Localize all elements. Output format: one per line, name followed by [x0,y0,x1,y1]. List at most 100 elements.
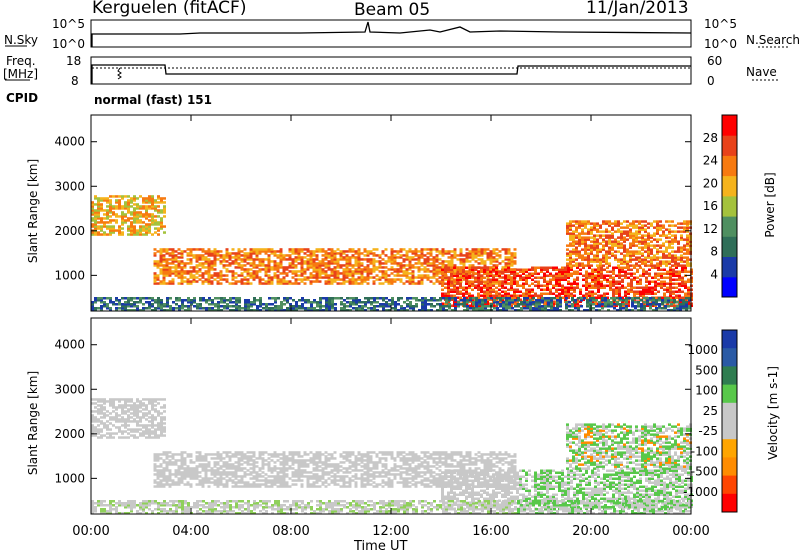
power-cell [569,220,572,223]
power-cell [118,227,121,230]
power-cell [91,205,94,208]
power-cell [659,244,662,247]
power-cell [489,270,492,273]
power-cell [566,258,569,261]
power-cell [432,258,436,261]
velocity-cell [159,471,163,474]
power-cell [674,256,677,259]
velocity-cell [198,479,202,482]
power-cell [635,236,638,239]
power-cell [593,228,596,231]
power-cell [453,284,456,287]
power-cell [471,282,474,285]
power-cell [569,244,572,247]
power-cell [312,268,316,271]
power-cell [423,248,427,251]
power-cell [399,274,403,277]
velocity-cell [157,434,160,437]
power-cell [634,307,637,310]
power-cell [450,282,454,285]
power-cell [507,250,511,253]
power-cell [106,213,109,216]
velocity-cell [127,408,130,411]
velocity-cell [145,426,148,429]
power-cell [130,233,133,236]
power-cell [456,282,459,285]
velocity-cell [201,479,205,482]
power-cell [465,290,468,293]
power-cell [109,297,112,300]
power-cell [519,284,522,287]
power-cell [670,303,673,306]
power-cell [300,248,304,251]
power-cell [121,223,124,226]
power-cell [333,280,337,283]
power-cell [508,307,511,310]
power-cell [566,228,569,231]
power-cell [600,268,603,271]
power-cell [366,250,370,253]
power-cell [495,304,498,307]
power-cell [656,262,659,265]
power-cell [303,270,307,273]
power-cell [502,309,505,312]
power-cell [237,264,241,267]
power-cell [406,309,409,312]
power-cell [687,292,690,295]
power-cell [327,280,331,283]
power-cell [291,264,295,267]
power-cell [617,240,620,243]
power-cell [291,250,295,253]
power-cell [611,222,614,225]
power-cell [351,280,355,283]
power-cell [414,266,418,269]
power-cell [581,220,584,223]
power-cell [678,270,681,273]
power-cell [618,294,621,297]
power-cell [238,301,241,304]
power-cell [142,221,145,224]
power-cell [564,298,567,301]
power-cell [361,309,364,312]
power-cell [352,299,355,302]
power-cell [459,250,463,253]
power-cell [612,268,615,271]
power-cell [195,264,199,267]
power-cell [459,258,463,261]
power-cell [591,300,594,303]
power-cell [390,280,394,283]
power-cell [612,276,615,279]
power-cell [372,248,376,251]
power-cell [387,278,391,281]
power-cell [370,301,373,304]
power-cell [298,307,301,310]
power-cell [145,231,148,234]
velocity-cell [145,432,148,435]
velocity-cell [213,465,217,468]
power-cell [300,274,304,277]
power-cell [587,230,590,233]
power-cell [321,250,325,253]
power-cell [411,266,415,269]
power-cell [363,278,367,281]
power-cell [513,248,517,251]
power-cell [516,268,519,271]
power-cell [589,301,592,304]
power-cell [127,219,130,222]
power-cell [435,280,439,283]
power-cell [402,264,406,267]
power-cell [162,260,166,263]
power-cell [505,299,508,302]
power-cell [553,307,556,310]
power-cell [505,305,508,308]
power-cell [333,258,337,261]
velocity-cell [130,420,133,423]
velocity-cell [180,461,184,464]
power-cell [487,305,490,308]
power-cell [136,229,139,232]
power-cell [372,270,376,273]
power-cell [163,197,166,200]
power-cell [555,272,558,275]
power-cell [477,248,481,251]
power-cell [318,266,322,269]
